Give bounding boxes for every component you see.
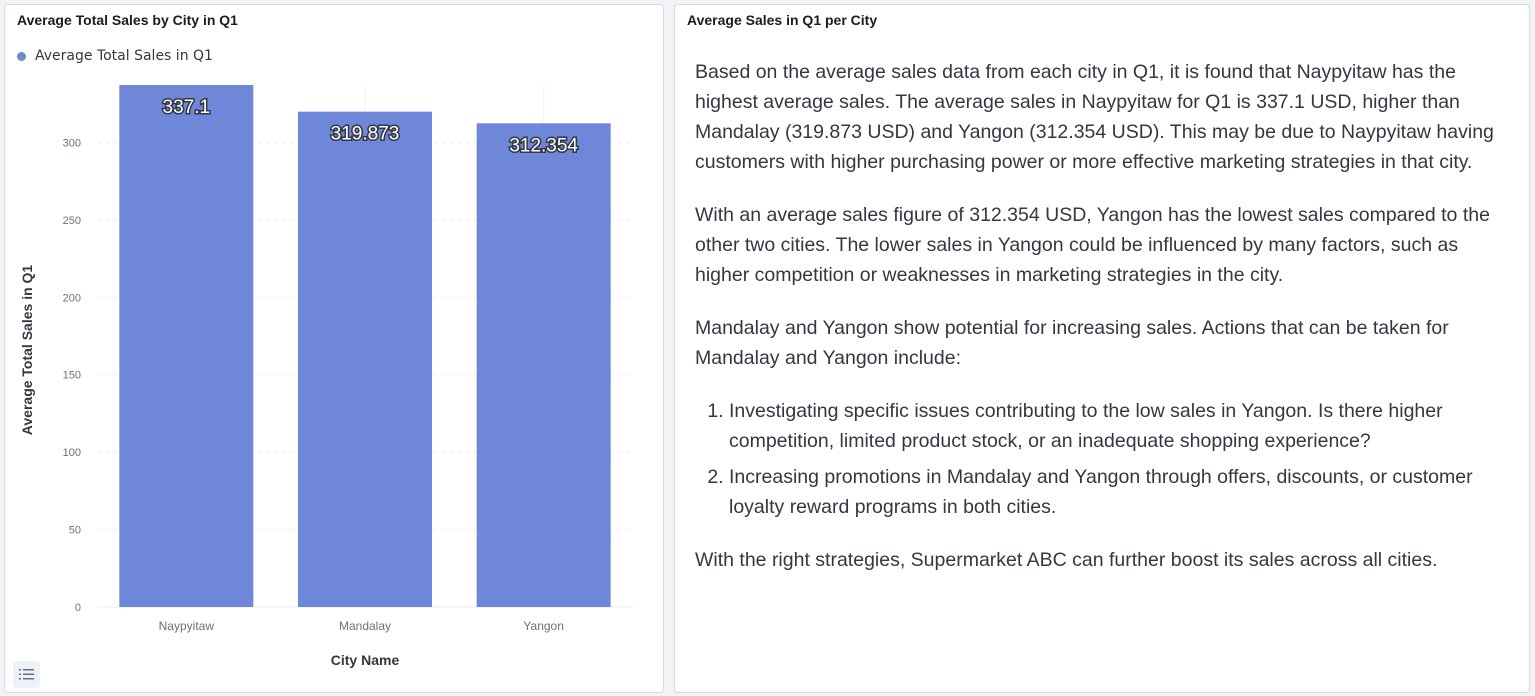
action-list-item: Investigating specific issues contributi…: [729, 396, 1515, 456]
paragraph-conclusion: With the right strategies, Supermarket A…: [695, 549, 1438, 571]
y-tick-label: 0: [75, 602, 81, 614]
action-list-item: Increasing promotions in Mandalay and Ya…: [729, 462, 1515, 522]
y-tick-label: 300: [63, 137, 81, 149]
bar-data-label: 312.354: [509, 135, 578, 156]
x-tick-label: Naypyitaw: [159, 619, 215, 633]
y-tick-label: 250: [63, 215, 81, 227]
chart-panel: Average Total Sales by City in Q1 Averag…: [4, 4, 664, 693]
y-tick-label: 100: [63, 447, 81, 459]
bar-yangon: [476, 123, 611, 608]
y-axis-title: Average Total Sales in Q1: [19, 264, 35, 436]
x-tick-label: Mandalay: [339, 619, 391, 633]
text-panel: Average Sales in Q1 per City Based on th…: [674, 4, 1530, 693]
paragraph-yangon: With an average sales figure of 312.354 …: [695, 204, 1490, 286]
paragraph-potential: Mandalay and Yangon show potential for i…: [695, 317, 1449, 369]
bar-chart: 0 50 100 150 200 250 300 337.1 Naypyitaw 319.873 M…: [63, 85, 633, 633]
y-tick-label: 200: [63, 292, 81, 304]
chart-legend[interactable]: Average Total Sales in Q1: [17, 48, 213, 64]
action-list: Investigating specific issues contributi…: [695, 396, 1515, 522]
insight-text: Based on the average sales data from eac…: [695, 57, 1515, 598]
y-tick-label: 50: [69, 525, 81, 537]
list-icon: [19, 669, 34, 680]
paragraph-summary: Based on the average sales data from eac…: [695, 61, 1494, 173]
legend-toggle-button[interactable]: [13, 661, 40, 688]
legend-series-swatch: [17, 51, 26, 61]
bar-data-label: 319.873: [331, 124, 400, 145]
text-panel-title: Average Sales in Q1 per City: [687, 12, 878, 28]
x-tick-label: Yangon: [523, 619, 563, 633]
bar-naypyitaw: [119, 85, 254, 607]
y-tick-label: 150: [63, 370, 81, 382]
bar-data-label: 337.1: [163, 97, 211, 118]
y-axis-title-wrap: Average Total Sales in Q1: [17, 205, 37, 495]
bar-mandalay: [298, 111, 432, 608]
x-axis-title: City Name: [330, 652, 400, 668]
legend-series-label: Average Total Sales in Q1: [35, 48, 213, 64]
chart-panel-title: Average Total Sales by City in Q1: [17, 12, 238, 28]
